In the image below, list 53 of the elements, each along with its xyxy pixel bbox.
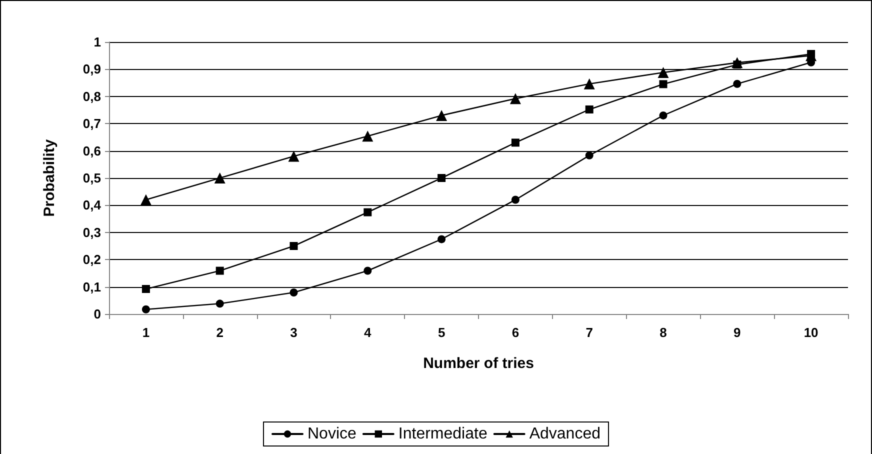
x-tick-label: 8	[660, 325, 667, 340]
point	[142, 284, 150, 293]
point	[290, 288, 298, 297]
point	[584, 78, 595, 90]
point	[290, 242, 298, 250]
y-tick-label: 1	[94, 34, 101, 50]
point	[364, 266, 372, 275]
y-tick-label: 0,7	[82, 116, 101, 132]
x-tick-label: 9	[734, 325, 741, 340]
x-tick-label: 3	[290, 325, 298, 340]
point	[658, 66, 669, 78]
point	[659, 111, 668, 120]
point	[362, 130, 374, 142]
y-tick-label: 0,9	[82, 62, 101, 77]
point	[585, 151, 594, 160]
y-tick-label: 0,4	[82, 198, 102, 213]
legend-label: Intermediate	[398, 426, 488, 442]
x-tick-label: 6	[512, 325, 520, 340]
x-tick-label: 7	[586, 325, 593, 340]
point	[733, 60, 742, 69]
y-tick-label: 0,2	[82, 252, 101, 268]
point	[585, 105, 594, 114]
x-axis-title: Number of tries	[423, 355, 534, 372]
legend-label: Novice	[307, 426, 357, 442]
x-tick-label: 5	[438, 325, 446, 340]
point	[216, 266, 224, 275]
y-tick-label: 0,8	[82, 88, 101, 104]
y-axis-title: Probability	[41, 138, 58, 217]
point	[142, 305, 150, 314]
x-tick-label: 10	[804, 325, 818, 340]
x-tick-label: 1	[142, 325, 150, 340]
point	[733, 80, 742, 88]
point	[438, 235, 446, 244]
point	[216, 300, 224, 308]
point	[436, 110, 448, 121]
y-tick-label: 0,6	[82, 143, 101, 158]
point	[438, 174, 446, 182]
legend-label: Advanced	[529, 426, 601, 442]
point	[510, 93, 521, 104]
point	[511, 138, 520, 147]
y-tick-label: 0,1	[82, 279, 101, 294]
point	[288, 150, 300, 162]
y-tick-label: 0,3	[82, 224, 101, 240]
y-tick-label: 0	[94, 306, 101, 322]
point	[214, 172, 226, 184]
x-tick-label: 2	[216, 325, 224, 340]
point	[140, 194, 152, 206]
x-tick-label: 4	[364, 325, 372, 340]
point	[511, 196, 520, 204]
point	[807, 50, 816, 58]
y-tick-label: 0,5	[82, 170, 101, 186]
point	[659, 80, 668, 88]
point	[364, 208, 372, 216]
